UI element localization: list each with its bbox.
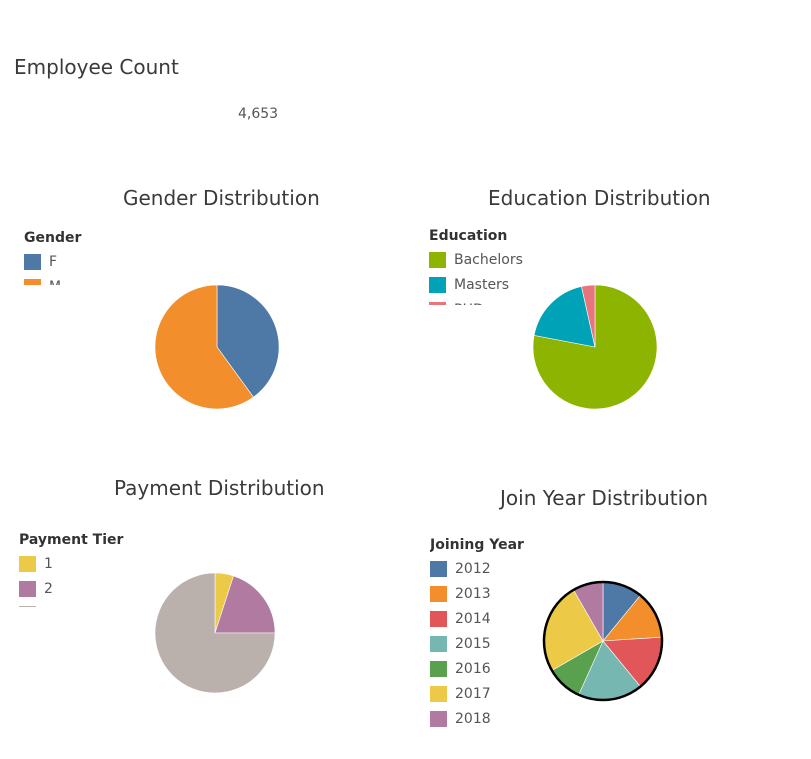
join-year-legend-item-2018[interactable]: 2018 (430, 706, 580, 730)
employee-count-value: 4,653 (238, 106, 279, 122)
legend-swatch (19, 555, 36, 572)
education-legend-item-bachelors[interactable]: Bachelors (429, 247, 579, 272)
join-year-pie-chart[interactable] (542, 580, 664, 702)
gender-legend[interactable]: Gender F M (24, 227, 164, 285)
payment-pie-chart[interactable] (154, 572, 276, 694)
education-legend-item-phd[interactable]: PHD (429, 297, 579, 305)
payment-legend[interactable]: Payment Tier 1 2 3 (19, 529, 159, 607)
legend-label: PHD (454, 302, 484, 306)
legend-label: F (49, 253, 58, 270)
legend-swatch (430, 685, 447, 702)
employee-count-title: Employee Count (14, 55, 179, 79)
legend-label: 2014 (455, 610, 491, 627)
pie-selection-outline (542, 580, 664, 702)
legend-swatch (430, 635, 447, 652)
gender-chart-title: Gender Distribution (123, 186, 320, 210)
legend-swatch (430, 660, 447, 677)
legend-label: 2018 (455, 710, 491, 727)
education-chart-title: Education Distribution (488, 186, 711, 210)
education-legend-title: Education (429, 228, 508, 244)
legend-swatch (24, 278, 41, 285)
join-year-legend-item-2014[interactable]: 2014 (430, 606, 580, 631)
legend-label: Bachelors (454, 251, 523, 268)
join-year-legend-item-2015[interactable]: 2015 (430, 631, 580, 656)
legend-swatch (19, 605, 36, 607)
legend-swatch (430, 585, 447, 602)
pie-slice-phd[interactable] (581, 284, 596, 348)
education-pie-chart[interactable] (532, 284, 658, 410)
join-year-legend-item-2012[interactable]: 2012 (430, 556, 580, 581)
pie-slice-m[interactable] (154, 284, 254, 410)
pie-slice-3[interactable] (154, 572, 276, 694)
legend-label: 2012 (455, 560, 491, 577)
legend-label: 2 (44, 580, 53, 597)
education-legend-item-masters[interactable]: Masters (429, 272, 579, 297)
pie-slice-masters[interactable] (533, 286, 596, 348)
education-legend[interactable]: Education Bachelors Masters PHD (429, 225, 579, 305)
legend-label: 1 (44, 555, 53, 572)
gender-legend-title: Gender (24, 230, 82, 246)
join-year-legend-item-2013[interactable]: 2013 (430, 581, 580, 606)
gender-legend-item-m[interactable]: M (24, 274, 164, 285)
legend-swatch (429, 276, 446, 293)
legend-label: 2013 (455, 585, 491, 602)
payment-legend-item-1[interactable]: 1 (19, 551, 159, 576)
pie-slice-2[interactable] (214, 575, 276, 634)
legend-label: 2017 (455, 685, 491, 702)
legend-label: M (49, 279, 61, 286)
legend-label: 2015 (455, 635, 491, 652)
legend-label: 3 (44, 606, 53, 608)
legend-swatch (19, 580, 36, 597)
payment-legend-title: Payment Tier (19, 532, 124, 548)
payment-chart-title: Payment Distribution (114, 476, 325, 500)
legend-swatch (24, 253, 41, 270)
gender-legend-item-f[interactable]: F (24, 249, 164, 274)
legend-label: 2016 (455, 660, 491, 677)
legend-swatch (430, 560, 447, 577)
legend-label: Masters (454, 276, 510, 293)
join-year-legend-item-2017[interactable]: 2017 (430, 681, 580, 706)
legend-swatch (430, 710, 447, 727)
payment-legend-item-2[interactable]: 2 (19, 576, 159, 601)
pie-slice-f[interactable] (216, 284, 280, 398)
join-year-legend[interactable]: Joining Year 2012 2013 2014 2015 2016 20… (430, 534, 580, 730)
join-year-legend-item-2016[interactable]: 2016 (430, 656, 580, 681)
payment-legend-item-3[interactable]: 3 (19, 601, 159, 607)
join-year-chart-title: Join Year Distribution (500, 486, 709, 510)
legend-swatch (429, 301, 446, 305)
legend-swatch (429, 251, 446, 268)
join-year-legend-title: Joining Year (430, 537, 524, 553)
legend-swatch (430, 610, 447, 627)
gender-pie-chart[interactable] (154, 284, 280, 410)
